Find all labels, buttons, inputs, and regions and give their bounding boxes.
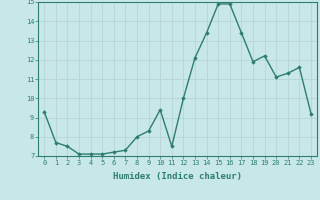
X-axis label: Humidex (Indice chaleur): Humidex (Indice chaleur): [113, 172, 242, 181]
